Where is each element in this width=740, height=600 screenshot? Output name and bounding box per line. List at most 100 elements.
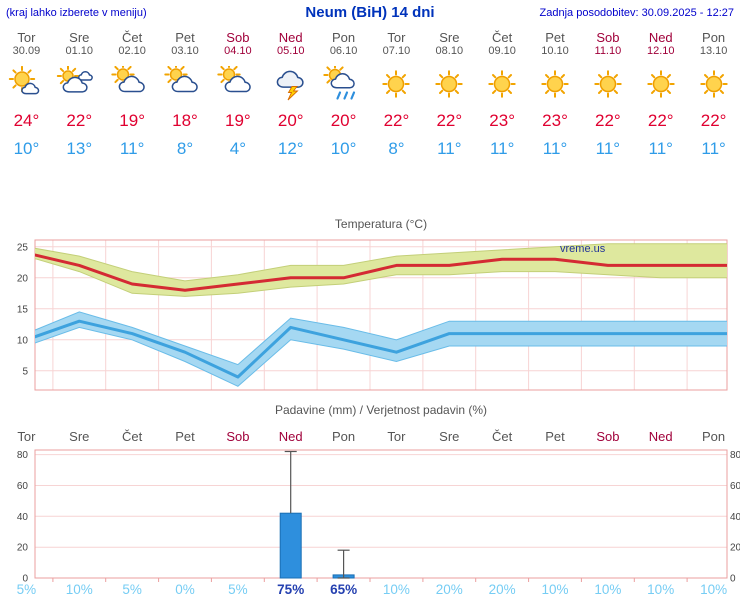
precip-probability: 10%	[700, 582, 727, 597]
day-date: 12.10	[646, 45, 675, 57]
day-date: 30.09	[12, 45, 41, 57]
day-name: Ned	[648, 30, 673, 45]
temperature-chart-title: Temperatura (°C)	[335, 217, 427, 231]
precip-probability: 10%	[541, 582, 568, 597]
precip-ytick-right: 40	[730, 512, 740, 523]
day-date: 08.10	[435, 45, 464, 57]
temp-ytick-label: 20	[17, 273, 29, 284]
max-temperature: 24°	[13, 111, 40, 130]
vreme-watermark: vreme.us	[560, 243, 606, 255]
max-temperature: 22°	[436, 111, 463, 130]
day-column-2[interactable]: Sre 01.10 22° 13°	[53, 28, 106, 176]
max-temperature: 22°	[647, 111, 674, 130]
day-name: Pon	[702, 30, 726, 45]
day-name: Pon	[332, 30, 356, 45]
weather-icon-wrap	[476, 62, 529, 106]
precip-ytick-right: 0	[730, 574, 736, 585]
day-name: Čet	[492, 30, 513, 45]
day-column-14[interactable]: Pon 13.10 22° 11°	[687, 28, 740, 176]
location-menu-hint: (kraj lahko izberete v meniju)	[6, 7, 147, 19]
day-date: 05.10	[276, 45, 305, 57]
precip-ytick-right: 60	[730, 481, 740, 492]
min-temperature: 10°	[13, 139, 40, 158]
precip-day-label: Ned	[279, 429, 303, 444]
day-column-12[interactable]: Sob 11.10 22° 11°	[581, 28, 634, 176]
weather-icon-wrap	[423, 62, 476, 106]
precip-ytick-right: 20	[730, 543, 740, 554]
day-column-4[interactable]: Pet 03.10 18° 8°	[159, 28, 212, 176]
weather-icon-wrap	[529, 62, 582, 106]
precip-chart-title: Padavine (mm) / Verjetnost padavin (%)	[275, 403, 487, 417]
rain-showers-sun-icon	[322, 66, 355, 100]
precip-ytick-left: 80	[17, 450, 29, 461]
temperature-chart: Temperatura (°C) 5 10 15 20 25 vreme.us	[17, 217, 728, 391]
day-date: 11.10	[594, 45, 622, 57]
day-column-9[interactable]: Sre 08.10 22° 11°	[423, 28, 476, 176]
min-temperature: 11°	[119, 139, 145, 158]
sunny-icon	[594, 70, 622, 98]
day-column-13[interactable]: Ned 12.10 22° 11°	[634, 28, 687, 176]
max-temperature: 19°	[225, 111, 251, 130]
weather-icon-wrap	[634, 62, 687, 106]
min-temperature: 4°	[229, 139, 246, 158]
day-date: 01.10	[65, 45, 94, 57]
precip-day-label: Ned	[649, 429, 673, 444]
precip-ytick-left: 60	[17, 481, 29, 492]
day-name: Pet	[545, 30, 565, 45]
precip-day-label: Pon	[702, 429, 725, 444]
mostly-cloudy-icon	[164, 66, 198, 93]
day-column-7[interactable]: Pon 06.10 20° 10°	[317, 28, 370, 176]
min-temperature: 11°	[648, 139, 673, 158]
sunny-icon	[541, 70, 569, 98]
max-temperature: 22°	[383, 111, 410, 130]
day-column-8[interactable]: Tor 07.10 22° 8°	[370, 28, 423, 176]
temp-ytick-label: 10	[17, 335, 29, 346]
max-temperature: 23°	[489, 111, 516, 130]
day-name: Tor	[17, 30, 36, 45]
day-column-3[interactable]: Čet 02.10 19° 11°	[106, 28, 159, 176]
precip-day-label: Sob	[226, 429, 249, 444]
weather-icon-wrap	[159, 62, 212, 106]
day-column-5[interactable]: Sob 04.10 19° 4°	[211, 28, 264, 176]
max-temperature: 23°	[542, 111, 568, 130]
precip-probability: 20%	[436, 582, 463, 597]
day-name: Sre	[69, 30, 90, 45]
max-temperature: 22°	[66, 111, 93, 130]
precip-day-label: Sre	[439, 429, 459, 444]
day-name: Tor	[387, 30, 406, 45]
day-date: 03.10	[171, 45, 199, 57]
max-temperature-line	[35, 253, 727, 292]
precip-probability: 0%	[175, 582, 195, 597]
max-temperature: 20°	[277, 111, 304, 130]
precip-gridlines	[35, 454, 727, 582]
precip-probability: 20%	[489, 582, 516, 597]
precip-plot-frame	[34, 449, 728, 579]
precip-day-label: Čet	[122, 429, 143, 444]
max-temperature: 20°	[330, 111, 357, 130]
precip-probability: 5%	[228, 582, 248, 597]
precip-ytick-right: 80	[730, 450, 740, 461]
day-name: Pet	[175, 30, 195, 45]
sunny-icon	[435, 70, 463, 98]
day-column-10[interactable]: Čet 09.10 23° 11°	[476, 28, 529, 176]
precip-probability: 10%	[383, 582, 410, 597]
min-temperature: 10°	[330, 139, 357, 158]
precip-probability: 5%	[17, 582, 37, 597]
day-column-1[interactable]: Tor 30.09 24° 10°	[0, 28, 53, 176]
precip-day-label: Pet	[175, 429, 195, 444]
min-temperature: 11°	[437, 139, 462, 158]
page-title: Neum (BiH) 14 dni	[305, 4, 435, 21]
temp-plot-frame	[34, 239, 728, 391]
precip-ytick-left: 40	[17, 512, 29, 523]
precip-probability: 10%	[594, 582, 621, 597]
precip-day-label: Čet	[492, 429, 513, 444]
precip-probability: 10%	[66, 582, 93, 597]
sunny-icon	[647, 70, 675, 98]
day-column-6[interactable]: Ned 05.10 20° 12°	[264, 28, 317, 176]
weather-icon-wrap	[0, 62, 53, 106]
day-column-11[interactable]: Pet 10.10 23° 11°	[529, 28, 582, 176]
day-date: 02.10	[118, 45, 146, 57]
day-date: 09.10	[488, 45, 516, 57]
min-temperature: 8°	[388, 139, 405, 158]
